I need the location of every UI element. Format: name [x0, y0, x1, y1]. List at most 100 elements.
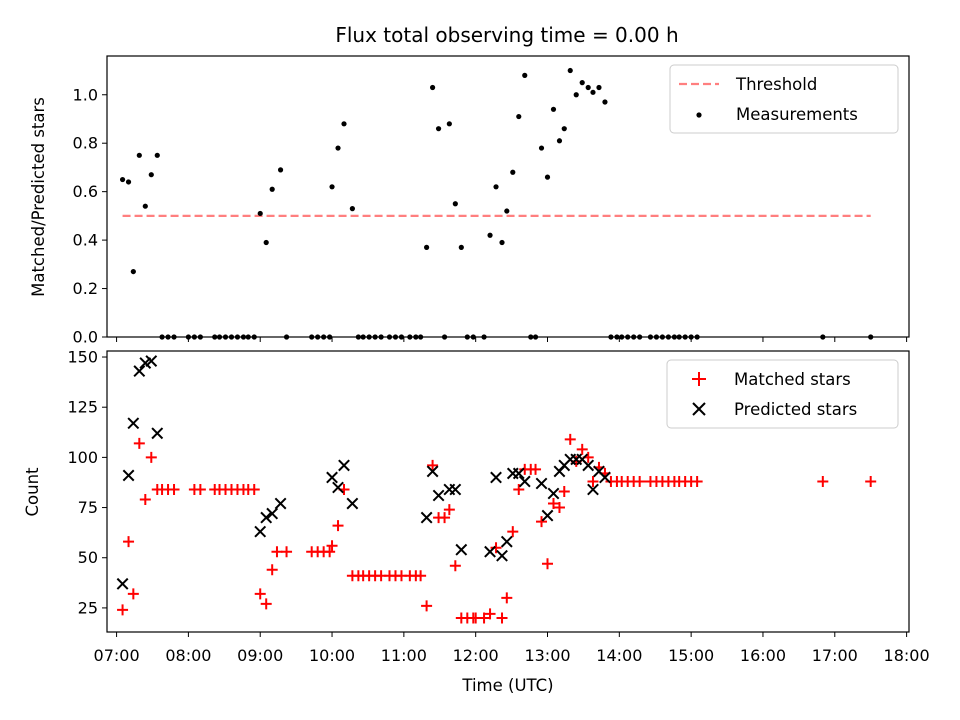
matched-point: [496, 612, 508, 624]
predicted-point: [496, 549, 508, 562]
predicted-point: [254, 525, 267, 538]
predicted-point: [266, 507, 279, 520]
bottom-x-tick-label: 09:00: [237, 646, 283, 665]
predicted-point: [547, 487, 560, 500]
predicted-point: [432, 489, 445, 502]
top-plot-frame: [106, 55, 910, 338]
bottom-x-tick-label: 12:00: [453, 646, 499, 665]
matched-point: [587, 475, 599, 487]
bottom-x-tick-label: 16:00: [740, 646, 786, 665]
top-y-axis-label: Matched/Predicted stars: [29, 97, 48, 297]
measurement-point: [269, 186, 275, 192]
matched-point: [439, 512, 451, 524]
legend-predicted-label: Predicted stars: [734, 400, 857, 419]
measurement-point: [493, 184, 499, 190]
bottom-x-tick-label: 13:00: [524, 646, 570, 665]
matched-series: [117, 433, 877, 624]
matched-point: [553, 502, 565, 514]
predicted-point: [500, 535, 513, 548]
measurement-point: [263, 239, 269, 246]
top-y-ticks: 0.0 0.2 0.4 0.6 0.8 1.0: [73, 85, 107, 347]
predicted-point: [455, 543, 468, 556]
top-y-tick-label: 0.6: [73, 182, 98, 201]
bottom-panel: Count Time (UTC) 25 50 75 100 125 150 07:00 08…: [23, 348, 930, 695]
measurement-point: [561, 126, 567, 132]
matched-point: [145, 451, 157, 463]
matched-point: [266, 564, 278, 576]
matched-point: [332, 520, 344, 532]
matched-point: [248, 483, 260, 495]
measurement-point: [125, 179, 132, 185]
measurement-point: [538, 145, 545, 151]
matched-point: [536, 516, 548, 528]
predicted-point: [151, 427, 164, 440]
predicted-point: [145, 355, 158, 367]
predicted-point: [420, 511, 433, 524]
predicted-point: [490, 471, 502, 484]
bottom-x-tick-label: 07:00: [94, 646, 140, 665]
measurement-point: [429, 84, 436, 91]
bottom-y-tick-label: 100: [67, 448, 98, 467]
matched-point: [507, 526, 519, 538]
matched-point: [634, 475, 646, 487]
bottom-plot-frame: [106, 350, 910, 633]
top-y-tick-label: 0.8: [73, 134, 98, 153]
measurement-point: [504, 208, 510, 214]
measurement-point: [573, 92, 579, 98]
predicted-point: [582, 459, 595, 472]
top-y-tick-label: 0.0: [73, 328, 98, 347]
matched-point: [168, 483, 180, 495]
matched-point: [547, 498, 559, 510]
bottom-legend: Matched stars Predicted stars: [666, 359, 899, 429]
matched-point: [501, 592, 513, 604]
matched-point: [865, 475, 877, 487]
bottom-x-tick-label: 10:00: [309, 646, 355, 665]
matched-point: [415, 570, 427, 582]
matched-point: [513, 483, 525, 495]
matched-point: [123, 536, 135, 548]
matched-point: [443, 504, 455, 516]
matched-point: [133, 437, 145, 449]
measurement-point: [335, 145, 341, 151]
matched-point: [564, 433, 576, 445]
bottom-y-ticks: 25 50 75 100 125 150: [67, 348, 107, 617]
matched-point: [691, 475, 703, 487]
predicted-point: [127, 417, 140, 430]
matched-point: [817, 475, 829, 487]
legend-measurements-swatch: [696, 112, 702, 118]
measurement-point: [522, 72, 528, 78]
measurement-point: [257, 210, 263, 217]
matched-point: [281, 546, 293, 558]
matched-point: [127, 588, 139, 600]
matched-point: [117, 604, 129, 616]
predicted-point: [133, 365, 146, 377]
predicted-point: [512, 467, 525, 480]
chart-title: Flux total observing time = 0.00 h: [335, 23, 678, 47]
predicted-series: [116, 355, 611, 590]
matched-point: [260, 598, 272, 610]
matched-point: [427, 459, 439, 471]
measurement-point: [119, 176, 126, 183]
bottom-y-tick-label: 125: [67, 398, 98, 417]
predicted-point: [518, 475, 531, 488]
measurement-point: [130, 268, 136, 275]
measurement-point: [550, 106, 557, 112]
measurement-point: [487, 232, 493, 238]
bottom-legend-box: [666, 359, 899, 429]
matched-point: [530, 463, 542, 475]
legend-predicted-swatch: [692, 402, 706, 416]
measurement-point: [349, 206, 355, 212]
matched-point: [478, 612, 490, 624]
predicted-point: [274, 497, 287, 510]
measurement-point: [446, 121, 452, 127]
measurement-point: [516, 113, 522, 120]
predicted-point: [599, 471, 611, 484]
bottom-x-tick-label: 11:00: [381, 646, 427, 665]
measurement-point: [329, 184, 335, 190]
bottom-y-tick-label: 25: [78, 598, 98, 617]
measurement-point: [277, 167, 284, 173]
measurement-point: [590, 89, 596, 95]
top-panel: Matched/Predicted stars 0.0 0.2 0.4 0.6 0.8 1…: [29, 55, 910, 347]
top-legend-box: [669, 64, 899, 134]
measurement-point: [458, 244, 464, 250]
